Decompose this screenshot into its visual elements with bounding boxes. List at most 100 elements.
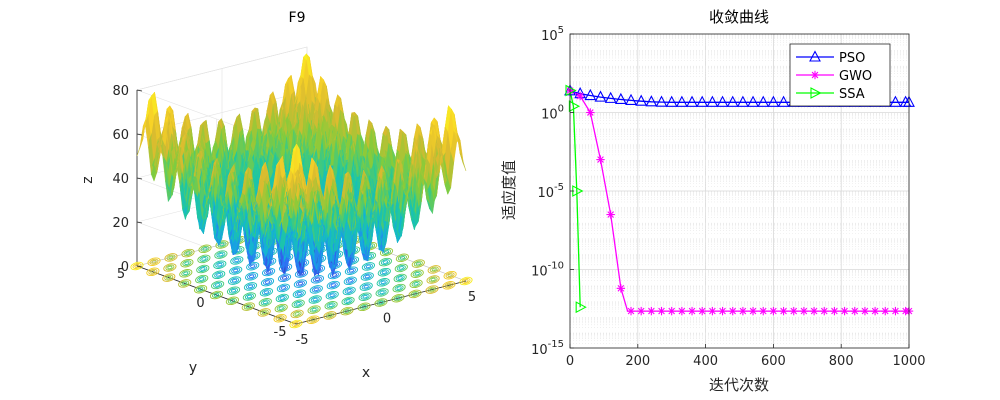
contour-ring: [215, 283, 221, 287]
contour-ring: [216, 273, 222, 277]
contour-ring: [182, 281, 188, 286]
contour-ring: [344, 309, 350, 313]
contour-ring: [195, 274, 209, 284]
marker-gwo: [738, 306, 748, 316]
contour-ring: [429, 287, 435, 292]
marker-ssa: [565, 84, 577, 97]
contour-ring: [246, 261, 260, 271]
marker-pso: [696, 95, 709, 107]
contour-ring: [394, 263, 408, 273]
contour-ring: [151, 259, 157, 264]
contour-ring: [202, 247, 208, 251]
contour-ring: [410, 290, 420, 297]
contour-ring: [180, 280, 190, 287]
contour-ring: [196, 264, 210, 274]
contour-ring: [243, 282, 258, 291]
contour-ring: [291, 299, 305, 309]
contour-ring: [310, 317, 316, 322]
contour-ring: [134, 264, 140, 268]
contour-ring: [229, 266, 243, 275]
marker-pso: [645, 95, 658, 107]
contour-ring: [412, 270, 422, 277]
marker-gwo: [830, 306, 839, 316]
contour-ring: [215, 240, 229, 249]
contour-ring: [296, 291, 302, 296]
contour-ring: [361, 305, 367, 309]
contour-ring: [347, 279, 353, 283]
contour-ring: [425, 285, 439, 294]
left-title: F9: [289, 10, 306, 26]
contour-ring: [395, 253, 409, 263]
marker-gwo: [596, 155, 605, 164]
contour-ring: [291, 321, 301, 327]
y-tick-label: -5: [274, 325, 287, 340]
surface-facet: [459, 153, 467, 172]
contour-ring: [259, 287, 273, 297]
contour-ring: [375, 288, 389, 297]
contour-ring: [199, 277, 205, 281]
contour-ring: [198, 287, 204, 291]
contour-ring: [250, 264, 256, 268]
marker-gwo: [616, 284, 626, 293]
x-tick-label: 5: [468, 290, 476, 305]
marker-ssa: [575, 301, 587, 314]
contour-ring: [378, 300, 384, 305]
z-tick-label: 20: [112, 216, 129, 231]
contour-ring: [181, 248, 195, 258]
contour-ring: [276, 305, 286, 312]
marker-gwo: [606, 210, 615, 219]
contour-ring: [359, 282, 373, 291]
contour-ring: [146, 267, 160, 277]
marker-gwo: [728, 306, 737, 316]
contour-ring: [314, 277, 320, 282]
contour-ring: [245, 283, 256, 290]
x-tick-label: -5: [296, 333, 309, 348]
contour-ring: [197, 276, 207, 283]
contour-ring: [247, 284, 254, 289]
contour-ring: [312, 297, 318, 302]
contour-ring: [447, 273, 453, 277]
contour-ring: [218, 252, 224, 257]
contour-ring: [147, 257, 161, 266]
marker-pso: [716, 95, 729, 107]
contour-ring: [379, 269, 389, 276]
y-axis-line: [136, 265, 297, 325]
contour-ring: [258, 298, 272, 307]
marker-pso: [655, 95, 668, 107]
surface-facet: [457, 132, 464, 162]
marker-gwo: [881, 306, 890, 316]
contour-ring: [293, 322, 299, 326]
contour-ring: [209, 290, 224, 300]
marker-pso: [757, 95, 770, 107]
contour-ring: [408, 289, 422, 299]
left-zlabel: z: [80, 176, 96, 183]
contour-ring: [431, 267, 437, 272]
contour-ring: [243, 303, 253, 310]
contour-ring: [212, 270, 226, 280]
contour-ring: [293, 300, 303, 307]
contour-ring: [380, 259, 390, 266]
marker-gwo: [718, 306, 727, 316]
contour-ring: [445, 272, 455, 279]
x-tick-label: 0: [566, 354, 574, 369]
legend: PSO GWO SSA: [789, 43, 891, 107]
surface-mesh: [136, 53, 467, 277]
contour-ring: [234, 258, 240, 263]
contour-ring: [292, 289, 306, 298]
contour-ring: [310, 296, 320, 303]
contour-ring: [392, 283, 406, 293]
contour-ring: [443, 270, 457, 280]
marker-gwo: [575, 91, 585, 101]
contour-ring: [344, 287, 354, 294]
contour-ring: [345, 299, 351, 303]
marker-pso: [726, 95, 739, 107]
marker-pso: [604, 91, 617, 103]
marker-gwo: [870, 306, 880, 316]
contour-ring: [374, 298, 388, 307]
contour-ring: [261, 310, 267, 315]
contour-ring: [274, 303, 288, 313]
marker-pso: [675, 95, 688, 107]
contour-ring: [394, 285, 404, 292]
y-tick-label: 10-10: [531, 261, 564, 280]
contour-ring: [163, 263, 177, 272]
